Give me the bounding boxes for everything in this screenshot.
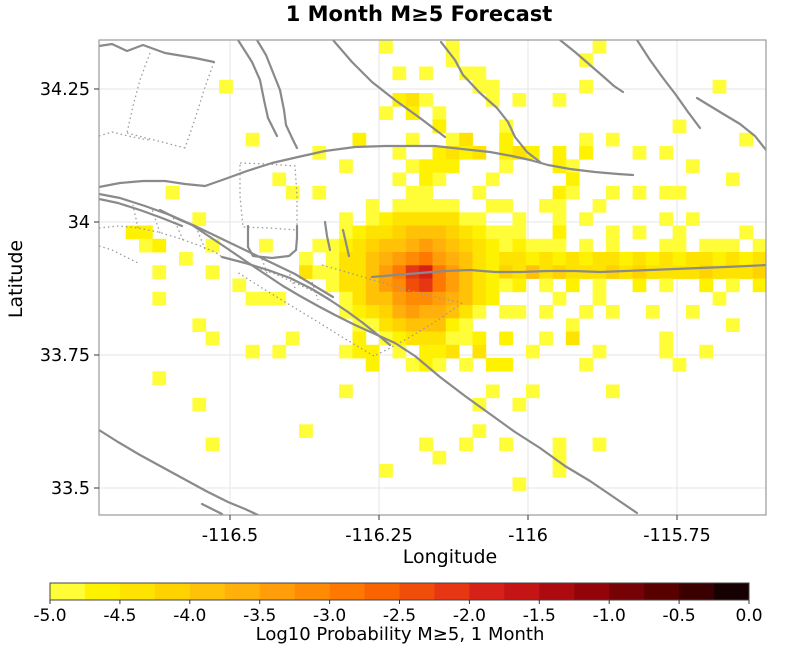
x-tick-label: -115.75 <box>643 526 711 546</box>
y-tick-label: 33.75 <box>40 346 90 366</box>
colorbar-caption: Log10 Probability M≥5, 1 Month <box>255 624 545 645</box>
x-tick-label: -116 <box>508 526 548 546</box>
colorbar-tick-label: -1.0 <box>593 606 626 626</box>
y-tick-label: 33.5 <box>51 479 90 499</box>
x-tick-label: -116.5 <box>202 526 258 546</box>
colorbar-tick-label: -3.0 <box>313 606 346 626</box>
chart-title: 1 Month M≥5 Forecast <box>285 2 553 26</box>
plot-frame <box>98 39 767 516</box>
colorbar-tick-label: -1.5 <box>523 606 556 626</box>
x-axis-title: Longitude <box>402 546 498 568</box>
heatmap-cells <box>125 40 766 491</box>
y-tick-label: 34.25 <box>40 80 90 100</box>
y-tick-label: 34 <box>68 213 90 233</box>
fault-lines <box>99 40 766 515</box>
colorbar-tick-label: 0.0 <box>735 606 762 626</box>
colorbar-tick-label: -0.5 <box>663 606 696 626</box>
x-tick-label: -116.25 <box>345 526 413 546</box>
colorbar-tick-label: -5.0 <box>33 606 66 626</box>
colorbar-tick-label: -2.0 <box>453 606 486 626</box>
colorbar-tick-label: -3.5 <box>243 606 276 626</box>
map-area <box>99 40 766 515</box>
colorbar-tick-label: -2.5 <box>383 606 416 626</box>
colorbar-tick-label: -4.5 <box>103 606 136 626</box>
colorbar: -5.0 -4.5 -4.0 -3.5 -3.0 -2.5 -2.0 -1.5 -1.0 -0.5… <box>33 582 763 626</box>
axis-ticks: 34.25 34 33.75 33.5 -116.5 -116.25 -116 -115.75 <box>40 80 711 546</box>
colorbar-tick-label: -4.0 <box>173 606 206 626</box>
